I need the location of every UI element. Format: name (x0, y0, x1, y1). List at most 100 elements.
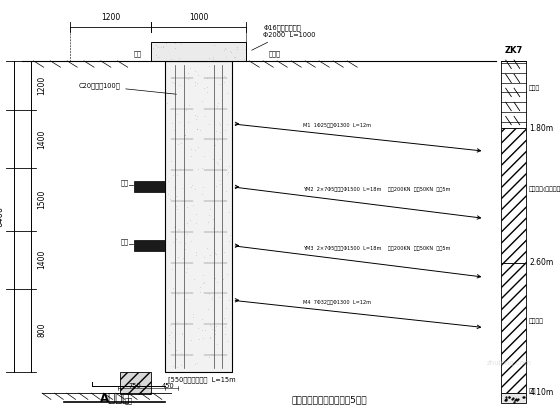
Point (211, 250, 220, 257)
Text: Φ16筋混凝土冠梁
Φ2000  L=1000: Φ16筋混凝土冠梁 Φ2000 L=1000 (251, 25, 316, 50)
Point (168, 120, 177, 126)
Point (186, 336, 195, 343)
Bar (501, 128, 526, 262)
Point (157, 44, 166, 51)
Point (152, 42, 161, 48)
Point (207, 323, 216, 329)
Point (195, 289, 204, 296)
Point (193, 79, 202, 86)
Point (170, 127, 179, 134)
Point (225, 163, 234, 169)
Text: YM3  2×7Φ5钉绕线Φ1500  L=18m    锁定200KN  张拆50KN  孔距5m: YM3 2×7Φ5钉绕线Φ1500 L=18m 锁定200KN 张拆50KN 孔… (303, 246, 450, 251)
Point (203, 75, 212, 81)
Point (192, 116, 200, 122)
Point (171, 236, 180, 242)
Point (220, 249, 228, 256)
Point (165, 105, 174, 112)
Text: 1000: 1000 (189, 13, 208, 22)
Text: 2.60m: 2.60m (529, 258, 553, 267)
Point (184, 119, 193, 126)
Point (194, 336, 203, 342)
Point (199, 184, 208, 191)
Point (220, 324, 229, 331)
Point (220, 45, 229, 51)
Point (212, 341, 221, 348)
Point (502, 396, 511, 403)
Point (158, 42, 167, 49)
Point (192, 252, 201, 259)
Point (175, 226, 184, 232)
Point (186, 238, 195, 245)
Point (212, 279, 221, 286)
Point (168, 239, 177, 245)
Point (181, 240, 190, 247)
Point (210, 331, 219, 337)
Point (501, 397, 510, 404)
Point (158, 44, 167, 50)
Point (195, 126, 204, 133)
Point (198, 279, 207, 286)
Text: 1200: 1200 (38, 76, 46, 95)
Text: M4  7Φ32钉筋Φ1300  L=12m: M4 7Φ32钉筋Φ1300 L=12m (303, 299, 371, 304)
Text: 杂填土: 杂填土 (529, 85, 540, 91)
Point (193, 126, 202, 133)
Point (190, 360, 199, 367)
Point (185, 216, 194, 223)
Point (501, 394, 510, 401)
Point (220, 73, 228, 79)
Point (169, 172, 178, 178)
Point (208, 224, 217, 231)
Point (240, 56, 249, 63)
Point (193, 143, 202, 150)
Point (169, 223, 178, 230)
Point (164, 338, 172, 344)
Point (222, 120, 231, 127)
Point (514, 395, 522, 402)
Point (180, 131, 189, 138)
Point (179, 202, 188, 209)
Point (198, 316, 207, 323)
Point (190, 276, 199, 282)
Text: 1500: 1500 (38, 190, 46, 209)
Point (510, 399, 519, 405)
Bar (151, 42, 246, 61)
Point (170, 45, 179, 51)
Point (203, 89, 212, 95)
Point (209, 215, 218, 222)
Point (191, 248, 200, 255)
Text: 4.10m: 4.10m (529, 388, 553, 397)
Point (218, 276, 227, 283)
Point (170, 186, 179, 192)
Point (178, 185, 186, 192)
Point (173, 141, 182, 147)
Text: zhulong.com: zhulong.com (487, 360, 532, 366)
Point (189, 313, 198, 320)
Point (166, 329, 175, 336)
Point (223, 338, 232, 344)
Point (171, 223, 180, 230)
Point (204, 63, 213, 70)
Text: 450: 450 (162, 383, 174, 388)
Text: 地表: 地表 (133, 50, 141, 57)
Point (512, 397, 521, 404)
Point (223, 90, 232, 97)
Point (169, 363, 178, 370)
Point (226, 232, 235, 239)
Point (216, 129, 225, 135)
Point (213, 227, 222, 234)
Point (193, 125, 202, 132)
Point (205, 333, 214, 340)
Point (166, 157, 175, 164)
Point (149, 45, 158, 51)
Point (183, 69, 192, 76)
Point (173, 290, 182, 297)
Point (210, 324, 219, 331)
Point (171, 330, 180, 336)
Point (203, 83, 212, 90)
Text: A区剖面: A区剖面 (100, 392, 130, 404)
Point (215, 119, 224, 126)
Point (511, 395, 520, 402)
Text: ZK7: ZK7 (505, 46, 523, 55)
Point (172, 206, 181, 213)
Text: 1400: 1400 (38, 250, 46, 269)
